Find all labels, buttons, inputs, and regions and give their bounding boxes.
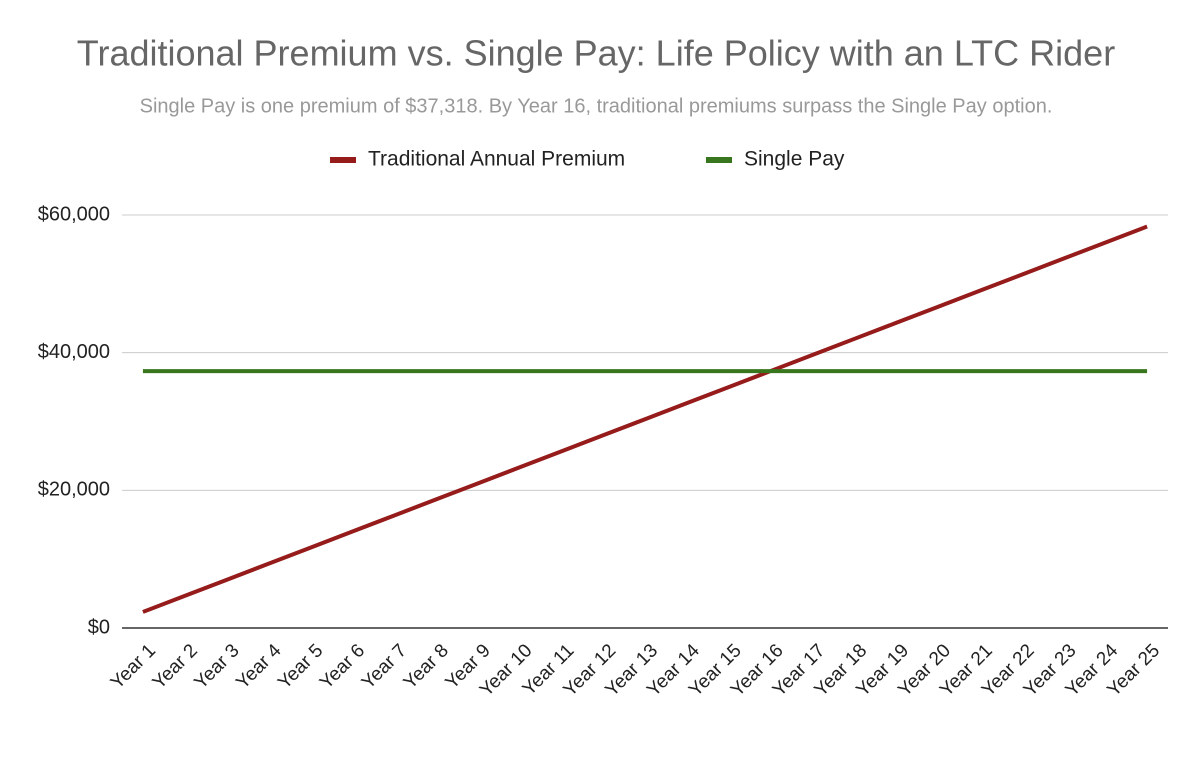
x-tick-label: Year 7 [358, 640, 411, 693]
x-tick-label: Year 1 [107, 640, 160, 693]
x-tick-label: Year 5 [274, 640, 327, 693]
y-tick-label: $60,000 [38, 203, 110, 225]
legend-label: Traditional Annual Premium [368, 148, 625, 171]
x-tick-label: Year 3 [190, 640, 243, 693]
y-tick-label: $0 [88, 616, 110, 638]
x-tick-label: Year 8 [400, 640, 453, 693]
y-tick-label: $40,000 [38, 341, 110, 363]
series-line [142, 224, 1148, 614]
chart-subtitle: Single Pay is one premium of $37,318. By… [140, 95, 1053, 117]
legend-label: Single Pay [744, 148, 845, 171]
x-tick-label: Year 6 [316, 640, 369, 693]
x-tick-label: Year 4 [232, 640, 286, 694]
y-tick-label: $20,000 [38, 479, 110, 501]
x-tick-label: Year 2 [149, 640, 202, 693]
chart-title: Traditional Premium vs. Single Pay: Life… [77, 33, 1115, 74]
